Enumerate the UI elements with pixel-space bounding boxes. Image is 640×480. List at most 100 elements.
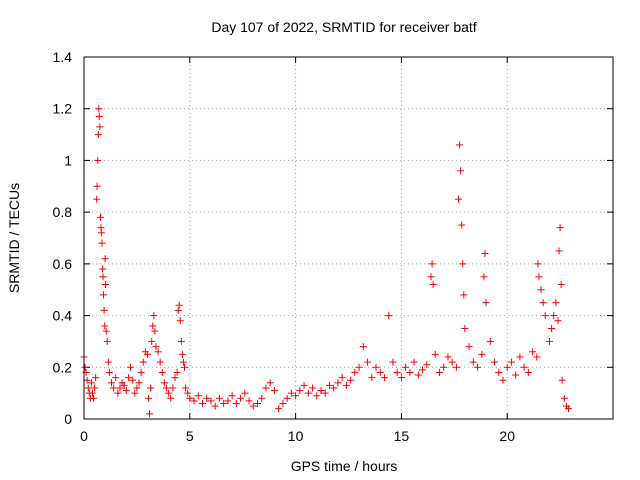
data-point	[94, 131, 102, 139]
data-point	[560, 394, 568, 402]
data-point	[88, 389, 96, 397]
data-point	[304, 389, 312, 397]
y-tick-labels: 0 0.2 0.4 0.6 0.8 1 1.2 1.4	[53, 49, 73, 427]
data-point	[114, 389, 122, 397]
data-point	[167, 394, 175, 402]
data-point	[147, 384, 155, 392]
data-point	[275, 405, 283, 413]
data-point	[122, 387, 130, 395]
x-tick-label: 5	[186, 428, 194, 444]
data-point	[368, 374, 376, 382]
x-tick-label: 20	[499, 428, 515, 444]
data-point	[127, 363, 135, 371]
data-point	[480, 273, 488, 281]
data-point	[364, 358, 372, 366]
data-point	[173, 368, 181, 376]
data-point	[452, 363, 460, 371]
data-point	[474, 363, 482, 371]
data-point	[152, 343, 160, 351]
data-point	[177, 337, 185, 345]
data-point	[550, 312, 558, 320]
data-point	[541, 312, 549, 320]
data-point	[557, 281, 565, 289]
data-point	[397, 374, 405, 382]
data-point	[156, 358, 164, 366]
data-point	[249, 402, 257, 410]
data-point	[428, 260, 436, 268]
data-point	[194, 392, 202, 400]
data-point	[546, 337, 554, 345]
x-axis-label: GPS time / hours	[291, 458, 398, 474]
data-point	[478, 350, 486, 358]
y-axis-label: SRMTID / TECUs	[6, 183, 22, 293]
data-point	[359, 343, 367, 351]
y-tick-label: 1	[64, 152, 72, 168]
data-point	[99, 291, 107, 299]
data-point	[92, 374, 100, 382]
data-point	[160, 379, 168, 387]
data-point	[174, 306, 182, 314]
data-point	[179, 358, 187, 366]
data-point	[151, 327, 159, 335]
data-point	[429, 281, 437, 289]
data-point	[171, 374, 179, 382]
y-tick-label: 0.2	[53, 359, 73, 375]
data-point	[459, 260, 467, 268]
data-point	[131, 389, 139, 397]
grid	[84, 57, 613, 419]
data-point	[491, 358, 499, 366]
data-point	[95, 112, 103, 120]
data-point	[137, 368, 145, 376]
data-point	[163, 384, 171, 392]
data-point	[317, 387, 325, 395]
data-point	[245, 397, 253, 405]
data-point	[108, 379, 116, 387]
data-point	[342, 381, 350, 389]
data-point	[431, 350, 439, 358]
data-point	[555, 247, 563, 255]
data-point	[258, 394, 266, 402]
data-point	[457, 167, 465, 175]
data-point	[410, 358, 418, 366]
data-point	[93, 195, 101, 203]
data-point	[165, 389, 173, 397]
data-point	[81, 363, 89, 371]
data-point	[228, 392, 236, 400]
data-point	[176, 317, 184, 325]
data-point	[529, 348, 537, 356]
data-point	[533, 353, 541, 361]
data-point	[558, 376, 566, 384]
data-point	[414, 371, 422, 379]
data-point	[300, 381, 308, 389]
data-point	[482, 299, 490, 307]
data-point	[102, 281, 110, 289]
data-point	[296, 387, 304, 395]
data-point	[101, 255, 109, 263]
data-point	[169, 384, 177, 392]
data-point	[186, 394, 194, 402]
data-point	[254, 399, 262, 407]
data-point	[503, 363, 511, 371]
data-point	[330, 384, 338, 392]
data-point	[220, 399, 228, 407]
data-point	[380, 374, 388, 382]
data-point	[292, 392, 300, 400]
data-point	[95, 105, 103, 113]
data-point	[262, 384, 270, 392]
y-tick-label: 1.2	[53, 101, 73, 117]
data-point	[120, 381, 128, 389]
data-point	[143, 350, 151, 358]
x-tick-label: 0	[80, 428, 88, 444]
data-point	[507, 358, 515, 366]
data-point	[105, 368, 113, 376]
data-point	[116, 384, 124, 392]
data-point	[321, 389, 329, 397]
data-point	[539, 299, 547, 307]
data-point	[325, 381, 333, 389]
data-point	[207, 397, 215, 405]
y-tick-label: 0.4	[53, 308, 73, 324]
y-tick-label: 1.4	[53, 49, 73, 65]
data-point	[158, 368, 166, 376]
data-point	[266, 379, 274, 387]
data-point	[283, 394, 291, 402]
